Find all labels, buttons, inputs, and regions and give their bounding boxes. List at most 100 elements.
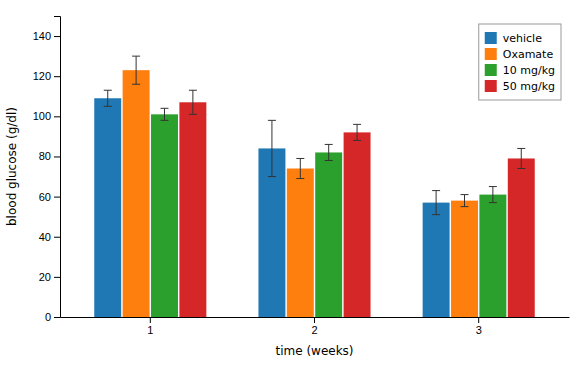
bar <box>479 195 506 317</box>
legend-label: Oxamate <box>503 48 554 61</box>
y-tick-label: 40 <box>39 231 51 243</box>
error-cap <box>461 194 469 195</box>
error-bar <box>268 120 276 176</box>
x-tick-mark <box>314 317 315 323</box>
y-axis: 0 20 40 60 80 100 120 140 <box>33 17 61 324</box>
bar <box>451 201 478 317</box>
y-axis-line <box>54 17 61 318</box>
y-tick: 40 <box>39 231 60 243</box>
y-tick: 0 <box>45 311 60 323</box>
error-line <box>107 90 108 106</box>
series <box>179 90 534 317</box>
bars <box>94 56 534 317</box>
legend-label: vehicle <box>503 32 542 45</box>
x-tick: 1 <box>147 317 153 336</box>
error-line <box>328 144 329 160</box>
error-cap <box>353 124 361 125</box>
y-tick: 140 <box>33 30 60 42</box>
error-bar <box>432 191 440 215</box>
y-tick: 60 <box>39 191 60 203</box>
error-line <box>136 56 137 84</box>
error-line <box>436 191 437 215</box>
error-line <box>164 108 165 120</box>
error-bar <box>104 90 112 106</box>
y-tick-label: 60 <box>39 191 51 203</box>
error-line <box>300 158 301 178</box>
error-cap <box>432 214 440 215</box>
error-bar <box>461 195 469 207</box>
y-tick: 80 <box>39 150 60 162</box>
legend-label: 10 mg/kg <box>503 64 555 77</box>
error-cap <box>160 108 168 109</box>
error-bar <box>132 56 140 84</box>
x-axis: 1 2 3 <box>61 317 570 336</box>
legend-swatch <box>485 80 497 92</box>
plot: 0 20 40 60 80 100 120 140 1 2 3 vehicle Oxamate 10 mg… <box>33 17 570 336</box>
y-tick-label: 0 <box>45 311 51 323</box>
error-line <box>357 124 358 140</box>
y-tick-label: 80 <box>39 150 51 162</box>
error-line <box>271 120 272 176</box>
x-tick-label: 2 <box>311 324 317 336</box>
bar <box>423 203 450 317</box>
error-cap <box>489 202 497 203</box>
error-cap <box>517 148 525 149</box>
error-bar <box>296 158 304 178</box>
error-line <box>192 90 193 114</box>
legend-swatch <box>485 64 497 76</box>
error-cap <box>325 160 333 161</box>
error-cap <box>189 114 197 115</box>
legend-swatch <box>485 32 497 44</box>
y-tick-label: 100 <box>33 110 51 122</box>
y-tick-label: 20 <box>39 271 51 283</box>
bar <box>94 98 121 317</box>
y-tick-mark <box>54 76 60 77</box>
bar <box>344 132 371 317</box>
error-cap <box>461 206 469 207</box>
y-tick-mark <box>54 116 60 117</box>
legend-box <box>479 24 561 100</box>
error-cap <box>489 186 497 187</box>
legend-swatch <box>485 48 497 60</box>
bar <box>179 102 206 317</box>
error-cap <box>132 84 140 85</box>
x-tick-label: 3 <box>476 324 482 336</box>
y-tick-mark <box>54 277 60 278</box>
chart: 0 20 40 60 80 100 120 140 1 2 3 vehicle Oxamate 10 mg… <box>0 0 585 365</box>
error-cap <box>296 158 304 159</box>
error-cap <box>160 120 168 121</box>
error-cap <box>132 56 140 57</box>
y-tick: 120 <box>33 70 60 82</box>
error-cap <box>104 90 112 91</box>
y-tick-mark <box>54 36 60 37</box>
y-tick: 100 <box>33 110 60 122</box>
y-tick-mark <box>54 317 60 318</box>
y-tick-label: 120 <box>33 70 51 82</box>
error-bar <box>489 187 497 203</box>
error-cap <box>296 178 304 179</box>
y-axis-title: blood glucose (g/dl) <box>5 107 19 226</box>
error-bar <box>353 124 361 140</box>
error-cap <box>104 106 112 107</box>
error-cap <box>353 140 361 141</box>
y-tick: 20 <box>39 271 60 283</box>
error-line <box>521 148 522 168</box>
error-cap <box>268 176 276 177</box>
x-tick-mark <box>478 317 479 323</box>
legend: vehicle Oxamate 10 mg/kg 50 mg/kg <box>479 24 561 100</box>
series <box>123 56 478 317</box>
y-tick-mark <box>54 197 60 198</box>
legend-label: 50 mg/kg <box>503 80 555 93</box>
x-axis-title: time (weeks) <box>275 344 353 358</box>
error-cap <box>517 168 525 169</box>
error-cap <box>268 120 276 121</box>
bar <box>508 158 535 317</box>
error-bar <box>189 90 197 114</box>
error-line <box>464 195 465 207</box>
error-bar <box>160 108 168 120</box>
bar <box>315 152 342 317</box>
error-bar <box>517 148 525 168</box>
y-tick-mark <box>54 156 60 157</box>
error-cap <box>189 90 197 91</box>
x-tick-mark <box>150 317 151 323</box>
